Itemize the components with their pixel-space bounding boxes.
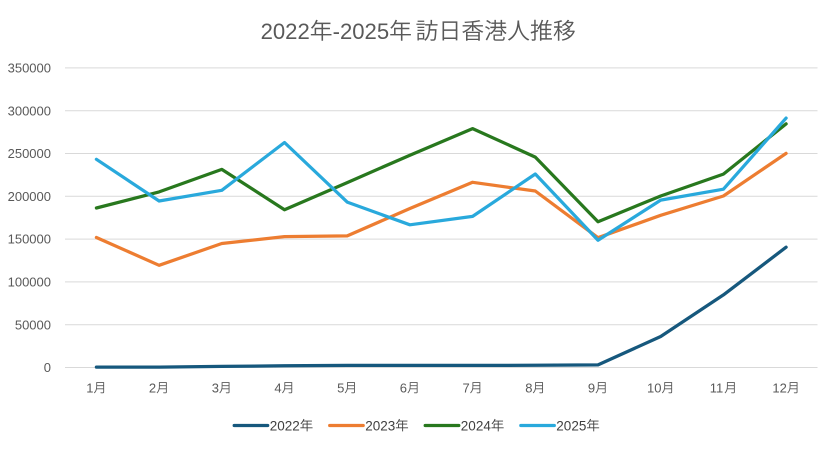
svg-text:6: 6: [400, 380, 407, 395]
svg-text:2024: 2024: [461, 418, 492, 433]
svg-text:4: 4: [274, 380, 281, 395]
svg-text:2: 2: [149, 380, 156, 395]
svg-text:2022: 2022: [270, 418, 300, 433]
svg-text:2025: 2025: [556, 418, 586, 433]
svg-text:5: 5: [337, 380, 344, 395]
svg-text:50000: 50000: [15, 317, 51, 332]
svg-text:2023: 2023: [365, 418, 395, 433]
svg-text:2022: 2022: [261, 19, 310, 44]
svg-text:11: 11: [710, 380, 724, 395]
svg-text:100000: 100000: [8, 275, 51, 290]
svg-text:200000: 200000: [8, 189, 51, 204]
svg-text:250000: 250000: [8, 146, 51, 161]
svg-text:3: 3: [212, 380, 219, 395]
svg-text:1: 1: [86, 380, 93, 395]
svg-text:300000: 300000: [8, 103, 51, 118]
svg-text:7: 7: [463, 380, 470, 395]
svg-text:-2025: -2025: [333, 19, 390, 44]
svg-text:8: 8: [525, 380, 532, 395]
svg-text:150000: 150000: [8, 232, 51, 247]
svg-text:9: 9: [588, 380, 595, 395]
svg-text:12: 12: [772, 380, 786, 395]
svg-text:350000: 350000: [8, 61, 51, 76]
svg-text:0: 0: [44, 360, 51, 375]
svg-text:10: 10: [647, 380, 661, 395]
